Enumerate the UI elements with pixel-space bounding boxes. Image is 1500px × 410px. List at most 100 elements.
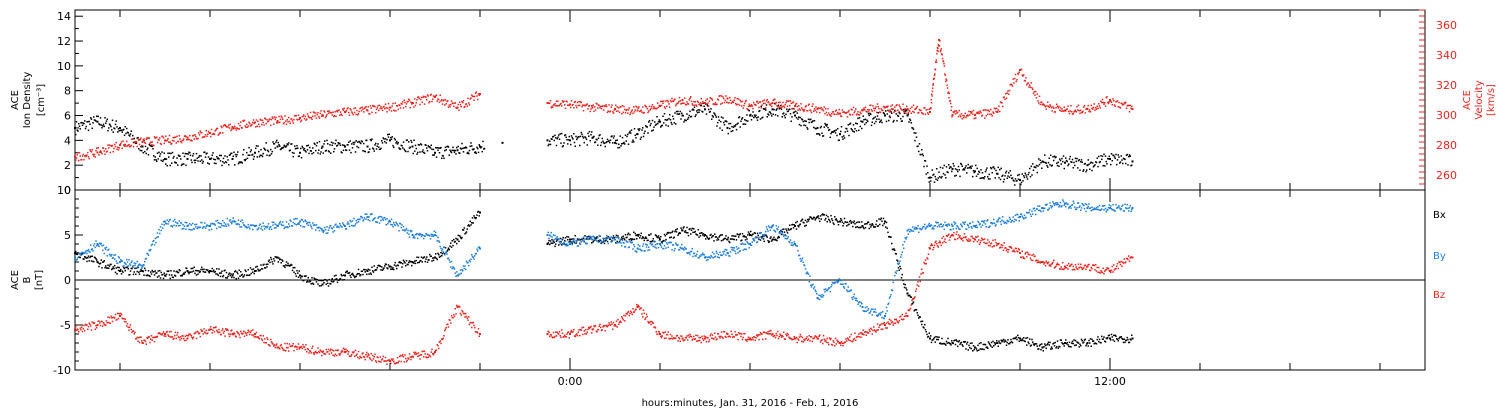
data-point xyxy=(1131,160,1134,163)
data-point xyxy=(1129,155,1131,157)
data-point xyxy=(645,243,647,246)
data-point xyxy=(78,152,81,154)
data-point xyxy=(1020,183,1022,186)
data-point xyxy=(910,112,912,115)
data-point xyxy=(580,240,582,243)
data-point xyxy=(1128,341,1131,344)
data-point xyxy=(160,159,162,162)
data-point xyxy=(194,223,196,226)
data-point xyxy=(706,104,708,106)
data-point xyxy=(85,249,87,252)
data-point xyxy=(1035,96,1038,99)
data-point xyxy=(775,101,777,104)
data-point xyxy=(243,120,245,122)
data-point xyxy=(816,126,819,129)
data-point xyxy=(609,238,612,241)
data-point xyxy=(984,170,987,173)
data-point xyxy=(1102,164,1104,167)
data-point xyxy=(638,248,640,251)
data-point xyxy=(777,235,780,238)
data-point xyxy=(235,277,237,280)
data-point xyxy=(576,240,578,243)
data-point xyxy=(698,111,700,113)
data-point xyxy=(239,124,241,127)
data-point xyxy=(403,99,405,101)
data-point xyxy=(429,235,431,237)
data-point xyxy=(679,246,681,249)
data-point xyxy=(727,252,729,255)
data-point xyxy=(934,73,936,75)
data-point xyxy=(795,102,798,105)
data-point xyxy=(301,219,303,221)
data-point xyxy=(295,223,297,226)
data-point xyxy=(417,261,419,264)
data-point xyxy=(649,243,651,245)
data-point xyxy=(695,255,697,257)
data-point xyxy=(735,252,737,255)
data-point xyxy=(159,226,162,228)
data-point xyxy=(691,247,693,250)
data-point xyxy=(358,110,360,113)
data-point xyxy=(120,273,123,275)
data-point xyxy=(222,220,224,222)
data-point xyxy=(420,144,423,146)
data-point xyxy=(183,163,185,165)
data-point xyxy=(457,145,459,148)
data-point xyxy=(402,147,404,149)
data-point xyxy=(116,126,118,128)
data-point xyxy=(273,227,276,229)
data-point xyxy=(673,249,675,252)
data-point xyxy=(74,156,76,158)
data-point xyxy=(465,260,468,263)
data-point xyxy=(627,112,629,114)
data-point xyxy=(811,105,813,107)
data-point xyxy=(804,124,807,127)
data-point xyxy=(1047,341,1050,344)
data-point xyxy=(304,115,306,118)
data-point xyxy=(568,135,570,138)
data-point xyxy=(1005,93,1007,95)
data-point xyxy=(450,151,453,154)
data-point xyxy=(136,270,138,273)
data-point xyxy=(140,145,142,148)
data-point xyxy=(380,269,382,271)
data-point xyxy=(615,139,617,142)
data-point xyxy=(581,237,583,240)
data-point xyxy=(723,101,726,104)
data-point xyxy=(1122,338,1124,340)
data-point xyxy=(857,111,859,113)
data-point xyxy=(933,338,935,340)
data-point xyxy=(720,95,723,97)
data-point xyxy=(929,176,931,179)
data-point xyxy=(868,109,870,111)
data-point xyxy=(881,220,883,222)
data-point xyxy=(721,254,723,257)
data-point xyxy=(143,138,145,140)
density-tick-label: 10 xyxy=(57,60,71,73)
data-point xyxy=(551,138,553,141)
data-point xyxy=(414,98,416,100)
data-point xyxy=(747,120,749,122)
data-point xyxy=(182,139,184,142)
data-point xyxy=(977,173,979,175)
data-point xyxy=(1056,345,1058,348)
data-point xyxy=(824,112,826,115)
data-point xyxy=(260,119,262,121)
data-point xyxy=(764,233,766,236)
data-point xyxy=(764,102,766,104)
data-point xyxy=(90,117,92,119)
data-point xyxy=(237,162,240,165)
data-point xyxy=(578,239,580,241)
data-point xyxy=(885,120,888,123)
data-point xyxy=(795,116,798,119)
data-point xyxy=(325,232,327,235)
data-point xyxy=(113,254,115,256)
data-point xyxy=(416,256,418,259)
data-point xyxy=(1108,334,1110,336)
data-point xyxy=(732,235,735,237)
data-point xyxy=(410,260,412,263)
data-point xyxy=(153,240,155,242)
data-point xyxy=(715,116,717,118)
data-point xyxy=(280,115,282,117)
data-point xyxy=(258,224,261,227)
